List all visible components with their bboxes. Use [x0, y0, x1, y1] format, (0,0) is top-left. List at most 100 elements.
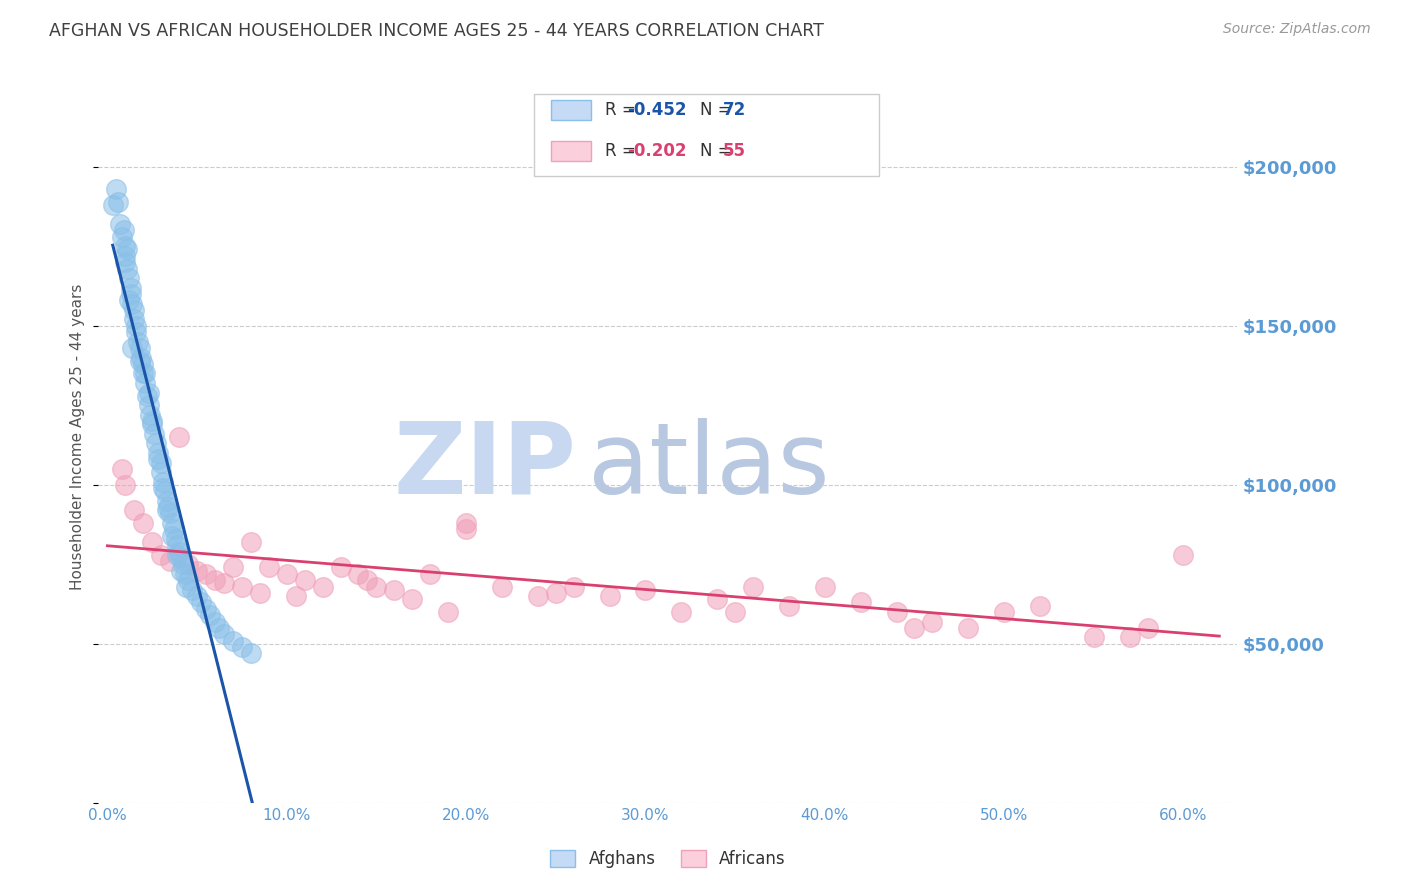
- Point: [163, 522, 186, 536]
- Point: [150, 456, 173, 470]
- Point: [108, 217, 131, 231]
- Point: [814, 580, 837, 594]
- Point: [186, 589, 208, 603]
- Point: [114, 477, 136, 491]
- Point: [527, 589, 550, 603]
- Point: [671, 605, 693, 619]
- Point: [118, 293, 141, 308]
- Point: [159, 507, 181, 521]
- Point: [173, 566, 195, 581]
- Text: atlas: atlas: [588, 417, 830, 515]
- Text: N =: N =: [700, 142, 737, 160]
- Point: [212, 576, 235, 591]
- Point: [347, 566, 370, 581]
- Point: [599, 589, 621, 603]
- Point: [141, 414, 163, 428]
- Point: [886, 605, 908, 619]
- Point: [993, 605, 1015, 619]
- Point: [276, 566, 298, 581]
- Text: Source: ZipAtlas.com: Source: ZipAtlas.com: [1223, 22, 1371, 37]
- Point: [124, 302, 146, 317]
- Point: [249, 586, 271, 600]
- Point: [239, 535, 262, 549]
- Point: [207, 621, 229, 635]
- Point: [138, 398, 160, 412]
- Point: [146, 446, 169, 460]
- Point: [115, 243, 138, 257]
- Point: [145, 436, 167, 450]
- Point: [114, 255, 136, 269]
- Point: [167, 430, 190, 444]
- Point: [294, 573, 316, 587]
- Point: [921, 615, 943, 629]
- Y-axis label: Householder Income Ages 25 - 44 years: Householder Income Ages 25 - 44 years: [70, 284, 86, 591]
- Point: [160, 529, 183, 543]
- Point: [190, 595, 212, 609]
- Point: [176, 580, 198, 594]
- Point: [114, 239, 136, 253]
- Point: [157, 500, 180, 514]
- Text: AFGHAN VS AFRICAN HOUSEHOLDER INCOME AGES 25 - 44 YEARS CORRELATION CHART: AFGHAN VS AFRICAN HOUSEHOLDER INCOME AGE…: [49, 22, 824, 40]
- Point: [141, 535, 163, 549]
- Point: [150, 548, 173, 562]
- Point: [903, 621, 925, 635]
- Point: [141, 417, 163, 432]
- Text: R =: R =: [605, 142, 641, 160]
- Text: R =: R =: [605, 101, 641, 119]
- Point: [419, 566, 441, 581]
- Point: [382, 582, 405, 597]
- Point: [366, 580, 388, 594]
- Point: [166, 538, 188, 552]
- Point: [166, 548, 188, 562]
- Point: [222, 560, 245, 574]
- Point: [120, 280, 142, 294]
- Point: [112, 223, 135, 237]
- Point: [172, 558, 194, 572]
- Point: [124, 312, 146, 326]
- Point: [101, 198, 124, 212]
- Point: [356, 573, 378, 587]
- Point: [1136, 621, 1159, 635]
- Point: [1083, 631, 1105, 645]
- Point: [1029, 599, 1052, 613]
- Point: [1173, 548, 1195, 562]
- Point: [139, 408, 162, 422]
- Point: [124, 503, 146, 517]
- Point: [231, 580, 253, 594]
- Point: [131, 351, 153, 365]
- Point: [111, 462, 134, 476]
- Point: [212, 627, 235, 641]
- Point: [454, 522, 477, 536]
- Text: -0.202: -0.202: [627, 142, 686, 160]
- Text: 72: 72: [723, 101, 747, 119]
- Point: [1118, 631, 1140, 645]
- Point: [544, 586, 567, 600]
- Point: [150, 465, 173, 479]
- Point: [562, 580, 585, 594]
- Point: [118, 271, 141, 285]
- Point: [135, 389, 157, 403]
- Point: [177, 573, 200, 587]
- Point: [284, 589, 307, 603]
- Point: [121, 296, 143, 310]
- Text: 55: 55: [723, 142, 745, 160]
- Point: [311, 580, 333, 594]
- Point: [127, 334, 149, 349]
- Point: [134, 367, 156, 381]
- Point: [138, 385, 160, 400]
- Point: [132, 367, 155, 381]
- Text: ZIP: ZIP: [394, 417, 576, 515]
- Point: [132, 357, 155, 371]
- Point: [454, 516, 477, 530]
- Point: [186, 564, 208, 578]
- Point: [957, 621, 980, 635]
- Point: [146, 452, 169, 467]
- Point: [170, 550, 193, 565]
- Point: [634, 582, 657, 597]
- Point: [742, 580, 765, 594]
- Point: [180, 582, 202, 597]
- Point: [107, 194, 129, 209]
- Point: [125, 318, 148, 333]
- Point: [231, 640, 253, 654]
- Point: [170, 564, 193, 578]
